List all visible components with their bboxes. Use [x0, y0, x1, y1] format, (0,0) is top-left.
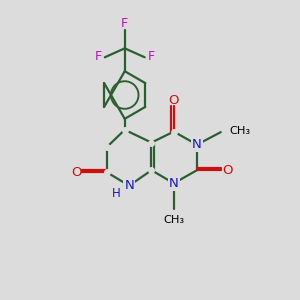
Text: CH₃: CH₃	[163, 215, 184, 225]
Text: N: N	[124, 179, 134, 192]
Text: O: O	[169, 94, 179, 106]
Text: F: F	[148, 50, 155, 63]
Text: F: F	[121, 17, 128, 30]
Text: F: F	[95, 50, 102, 63]
Text: N: N	[192, 138, 202, 151]
Text: CH₃: CH₃	[229, 126, 250, 136]
Text: O: O	[222, 164, 232, 177]
Text: H: H	[112, 188, 121, 200]
Text: O: O	[71, 166, 82, 179]
Text: N: N	[169, 177, 179, 190]
